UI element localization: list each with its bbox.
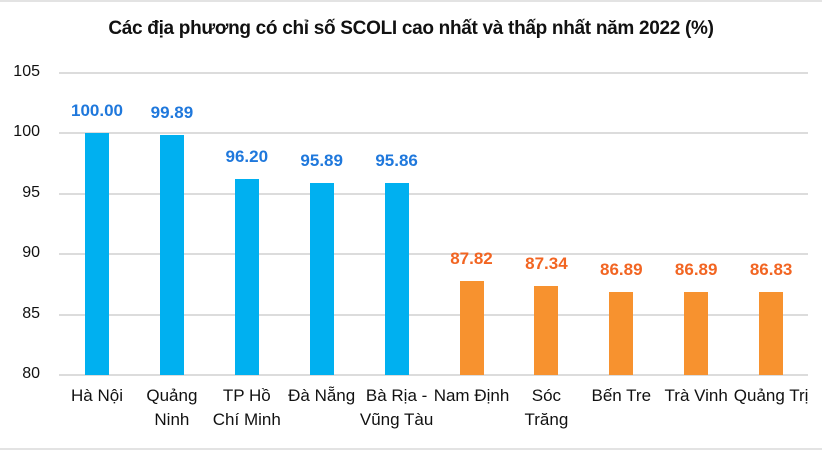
- value-label: 86.89: [674, 259, 718, 279]
- y-tick-label: 105: [13, 63, 40, 80]
- bar-lowest: [609, 291, 634, 375]
- bar-lowest: [759, 292, 784, 375]
- bar-lowest: [534, 286, 559, 375]
- value-label: 87.82: [450, 248, 493, 268]
- x-tick-label: Đà Nẵng: [288, 386, 356, 405]
- x-tick-label: Quảng Ninh: [146, 386, 198, 429]
- y-tick-label: 90: [22, 244, 40, 262]
- value-label: 86.83: [749, 260, 793, 280]
- gridline: [59, 313, 808, 316]
- y-tick-label: 100: [13, 123, 40, 141]
- y-tick-label: 80: [22, 365, 40, 382]
- frame-bottom-border: [0, 448, 822, 450]
- y-tick-label: 85: [22, 304, 40, 322]
- gridline: [59, 132, 808, 135]
- x-tick-label: Hà Nội: [71, 386, 123, 405]
- value-label: 100.00: [71, 101, 123, 121]
- x-tick-label: Quảng Trị: [733, 386, 809, 405]
- bar-highest: [384, 183, 409, 375]
- gridline: [59, 192, 808, 195]
- x-tick-label: TP Hồ Chí Minh: [212, 386, 281, 429]
- x-tick-label: Trà Vinh: [664, 386, 728, 405]
- bar-lowest: [684, 291, 709, 375]
- bar-highest: [159, 134, 184, 375]
- gridline: [59, 253, 808, 256]
- gridline: [59, 72, 808, 74]
- x-tick-label: Sóc Trăng: [524, 386, 569, 429]
- bar-highest: [85, 133, 109, 375]
- bar-highest: [234, 179, 259, 375]
- value-label: 86.89: [600, 259, 643, 279]
- value-label: 95.89: [300, 151, 343, 171]
- gridline: [59, 374, 808, 376]
- value-label: 99.89: [150, 102, 194, 122]
- value-label: 95.86: [375, 151, 418, 171]
- bar-lowest: [459, 280, 484, 375]
- frame-top-border: [0, 0, 822, 2]
- bar-highest: [309, 183, 334, 375]
- value-label: 96.20: [225, 147, 269, 167]
- x-tick-label: Bà Rịa - Vũng Tàu: [359, 386, 434, 429]
- y-tick-label: 95: [22, 183, 40, 201]
- chart-title: Các địa phương có chỉ số SCOLI cao nhất …: [108, 18, 714, 39]
- value-label: 87.34: [525, 254, 568, 274]
- x-tick-label: Bến Tre: [591, 386, 652, 405]
- x-tick-label: Nam Định: [433, 386, 510, 405]
